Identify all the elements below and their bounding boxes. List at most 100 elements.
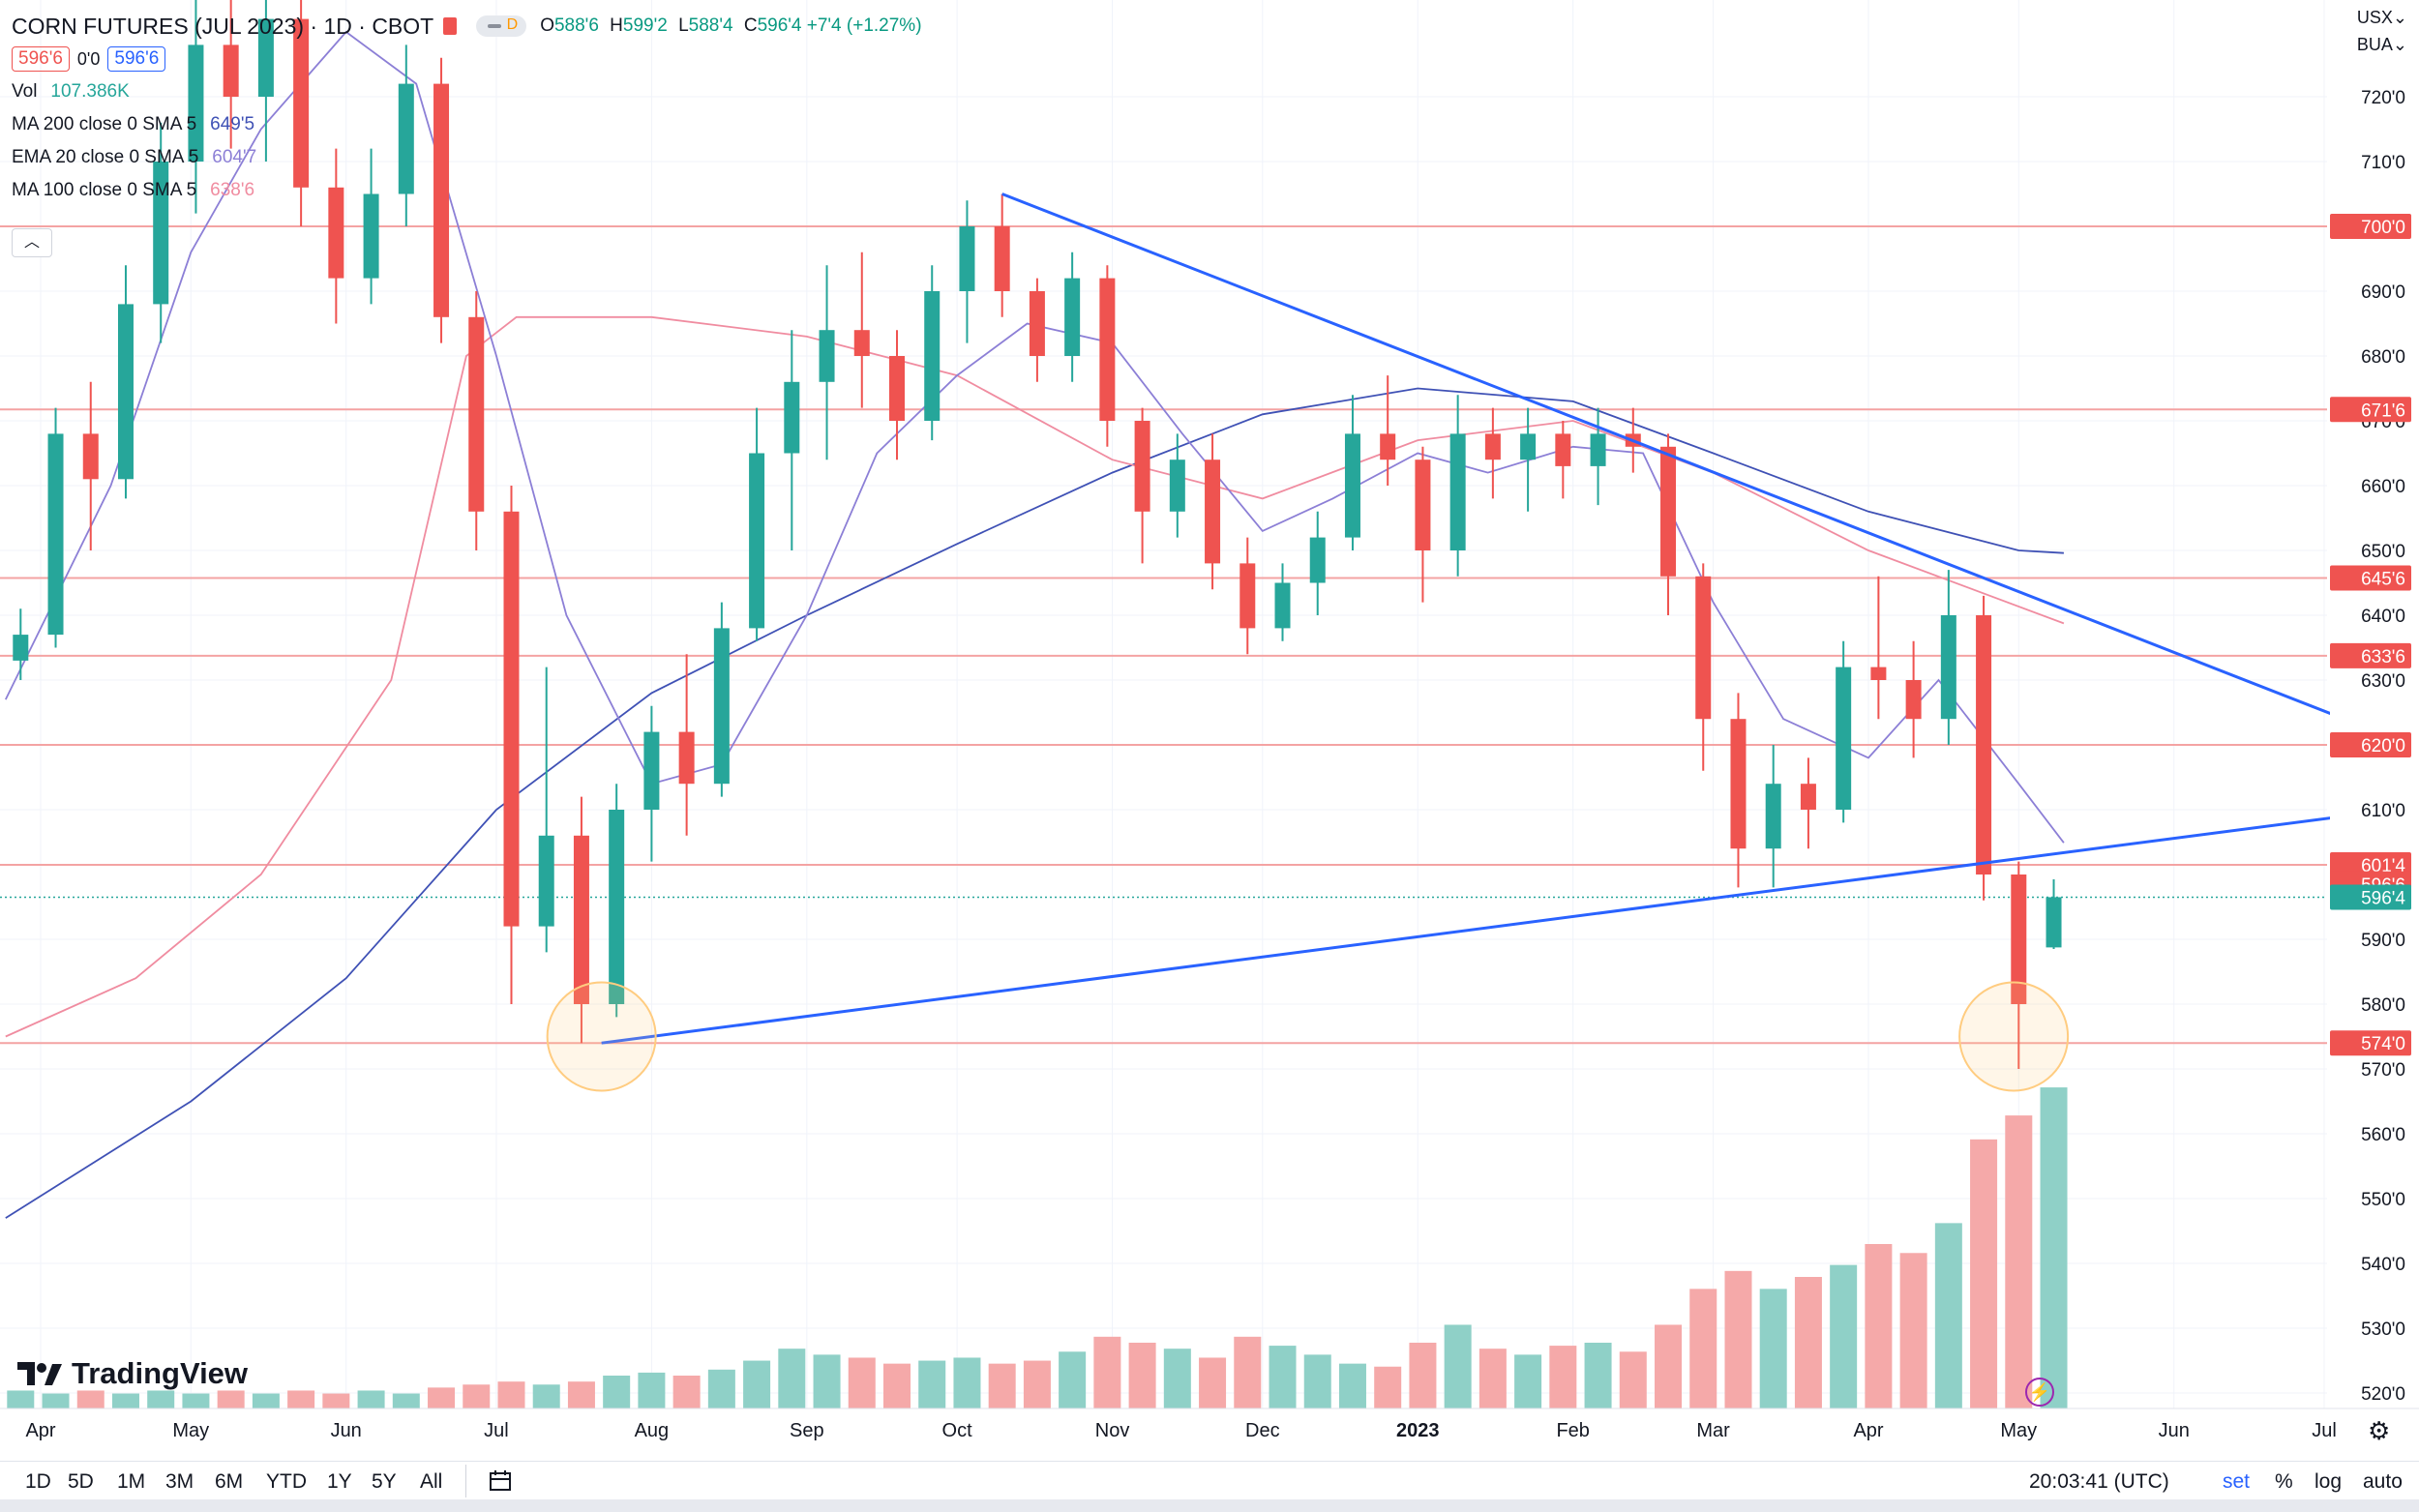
candle-body xyxy=(188,44,204,162)
volume-bar xyxy=(1934,1223,1962,1408)
volume-bar xyxy=(1093,1336,1121,1408)
indicator-label: EMA 20 close 0 SMA 5 xyxy=(12,147,199,167)
timeframe-1d-button[interactable]: 1D xyxy=(25,1470,51,1493)
candle-body xyxy=(1309,537,1326,583)
ohlc-open-key: O xyxy=(540,15,554,36)
ohlc-open-value: 588'6 xyxy=(553,15,599,36)
timeframe-5y-button[interactable]: 5Y xyxy=(372,1470,397,1493)
indicator-ma200[interactable]: MA 200 close 0 SMA 5 649'5 xyxy=(12,108,932,141)
timeframe-all-button[interactable]: All xyxy=(420,1470,443,1493)
log-scale-button[interactable]: log xyxy=(2314,1470,2343,1493)
session-button[interactable]: set xyxy=(2223,1470,2251,1493)
volume-bar xyxy=(567,1381,595,1408)
volume-bar xyxy=(1549,1346,1577,1408)
indicator-vol[interactable]: Vol 107.386K xyxy=(12,75,932,108)
volume-bar xyxy=(42,1393,70,1408)
volume-bar xyxy=(147,1390,175,1408)
chevron-down-icon: ⌄ xyxy=(2392,8,2407,27)
timeframe-ytd-button[interactable]: YTD xyxy=(266,1470,307,1493)
volume-bar xyxy=(778,1349,806,1408)
volume-bar xyxy=(1478,1349,1507,1408)
chevron-up-icon: ︿ xyxy=(23,234,40,251)
symbol-title[interactable]: CORN FUTURES (JUL 2023) · 1D · CBOT xyxy=(12,13,434,39)
price-tick-label: 630'0 xyxy=(2361,671,2405,692)
gear-icon[interactable]: ⚙ xyxy=(2368,1416,2391,1445)
candle-body xyxy=(924,291,941,421)
candle-body xyxy=(1520,433,1537,460)
volume-bar xyxy=(1023,1360,1051,1408)
level-price-tag xyxy=(2330,565,2411,591)
volume-bar xyxy=(603,1376,631,1408)
volume-bar xyxy=(743,1360,771,1408)
candle-body xyxy=(153,162,169,305)
price-chart[interactable]: 720'0710'0690'0680'0670'0660'0650'0640'0… xyxy=(0,0,2419,1461)
timeframe-5d-button[interactable]: 5D xyxy=(68,1470,94,1493)
highlight-circle xyxy=(1958,981,2070,1092)
dash-icon xyxy=(488,24,502,28)
timeframe-1m-button[interactable]: 1M xyxy=(117,1470,146,1493)
clock-readout[interactable]: 20:03:41 (UTC) xyxy=(2029,1470,2169,1493)
time-tick-label: Jul xyxy=(2312,1420,2337,1441)
replay-toggle[interactable]: D xyxy=(476,15,527,37)
volume-bar xyxy=(1128,1343,1156,1408)
timeframe-6m-button[interactable]: 6M xyxy=(215,1470,244,1493)
candle-body xyxy=(1239,563,1256,629)
highlight-circle xyxy=(546,981,657,1092)
price-tick-label: 550'0 xyxy=(2361,1190,2405,1210)
unit-label: BUA xyxy=(2356,35,2393,54)
ohlc-high-value: 599'2 xyxy=(622,15,668,36)
bottom-toolbar: 1D 5D 1M 3M 6M YTD 1Y 5Y All 20:03:41 (U… xyxy=(0,1461,2419,1500)
price-tick-label: 530'0 xyxy=(2361,1319,2405,1340)
bottom-strip xyxy=(0,1499,2419,1512)
volume-bars xyxy=(7,1087,2068,1408)
candle-body xyxy=(1905,680,1922,720)
indicator-ma100[interactable]: MA 100 close 0 SMA 5 638'6 xyxy=(12,174,932,207)
lightning-icon[interactable]: ⚡ xyxy=(2025,1378,2054,1407)
level-price-label: 700'0 xyxy=(2361,218,2405,238)
candle-body xyxy=(1940,615,1956,720)
time-tick-label: Feb xyxy=(1556,1420,1589,1441)
indicator-value: 107.386K xyxy=(50,81,130,102)
currency-menu[interactable]: USX⌄ xyxy=(2357,8,2407,28)
volume-bar xyxy=(1899,1253,1927,1408)
unit-menu[interactable]: BUA⌄ xyxy=(2357,35,2407,55)
level-price-label: 671'6 xyxy=(2361,400,2405,421)
candle-body xyxy=(1590,433,1606,466)
tradingview-watermark[interactable]: TradingView xyxy=(15,1356,248,1391)
volume-bar xyxy=(1234,1336,1262,1408)
volume-bar xyxy=(497,1381,525,1408)
price-axis: 720'0710'0690'0680'0670'0660'0650'0640'0… xyxy=(2330,0,2419,1408)
volume-bar xyxy=(1865,1244,1893,1408)
replay-badge: D xyxy=(506,16,519,33)
candle-body xyxy=(468,316,485,512)
level-price-label: 645'6 xyxy=(2361,569,2405,589)
volume-bar xyxy=(1409,1343,1437,1408)
volume-bar xyxy=(672,1376,701,1408)
price-tick-label: 720'0 xyxy=(2361,88,2405,108)
percent-scale-button[interactable]: % xyxy=(2275,1470,2293,1493)
time-tick-label: Jul xyxy=(484,1420,509,1441)
calendar-range-icon[interactable] xyxy=(489,1469,514,1498)
current-price-tag xyxy=(2330,884,2411,910)
candle-body xyxy=(889,356,905,421)
volume-bar xyxy=(953,1357,981,1408)
timeframe-3m-button[interactable]: 3M xyxy=(165,1470,194,1493)
auto-scale-button[interactable]: auto xyxy=(2363,1470,2403,1493)
timeframe-1y-button[interactable]: 1Y xyxy=(327,1470,352,1493)
sell-price-button[interactable]: 596'6 xyxy=(12,46,70,72)
candle-body xyxy=(13,635,29,661)
volume-bar xyxy=(76,1390,105,1408)
indicator-ema20[interactable]: EMA 20 close 0 SMA 5 604'7 xyxy=(12,141,932,174)
price-tick-label: 580'0 xyxy=(2361,995,2405,1016)
indicator-value: 638'6 xyxy=(210,180,255,200)
moving-average-line xyxy=(5,315,2065,1038)
volume-bar xyxy=(392,1393,420,1408)
level-price-tag xyxy=(2330,214,2411,239)
volume-bar xyxy=(1338,1363,1366,1408)
candle-body xyxy=(2011,875,2027,1004)
time-tick-label: Oct xyxy=(942,1420,973,1441)
collapse-legend-button[interactable]: ︿ xyxy=(12,228,52,257)
volume-bar xyxy=(182,1393,210,1408)
buy-price-button[interactable]: 596'6 xyxy=(107,46,166,72)
candle-body xyxy=(1484,433,1501,460)
